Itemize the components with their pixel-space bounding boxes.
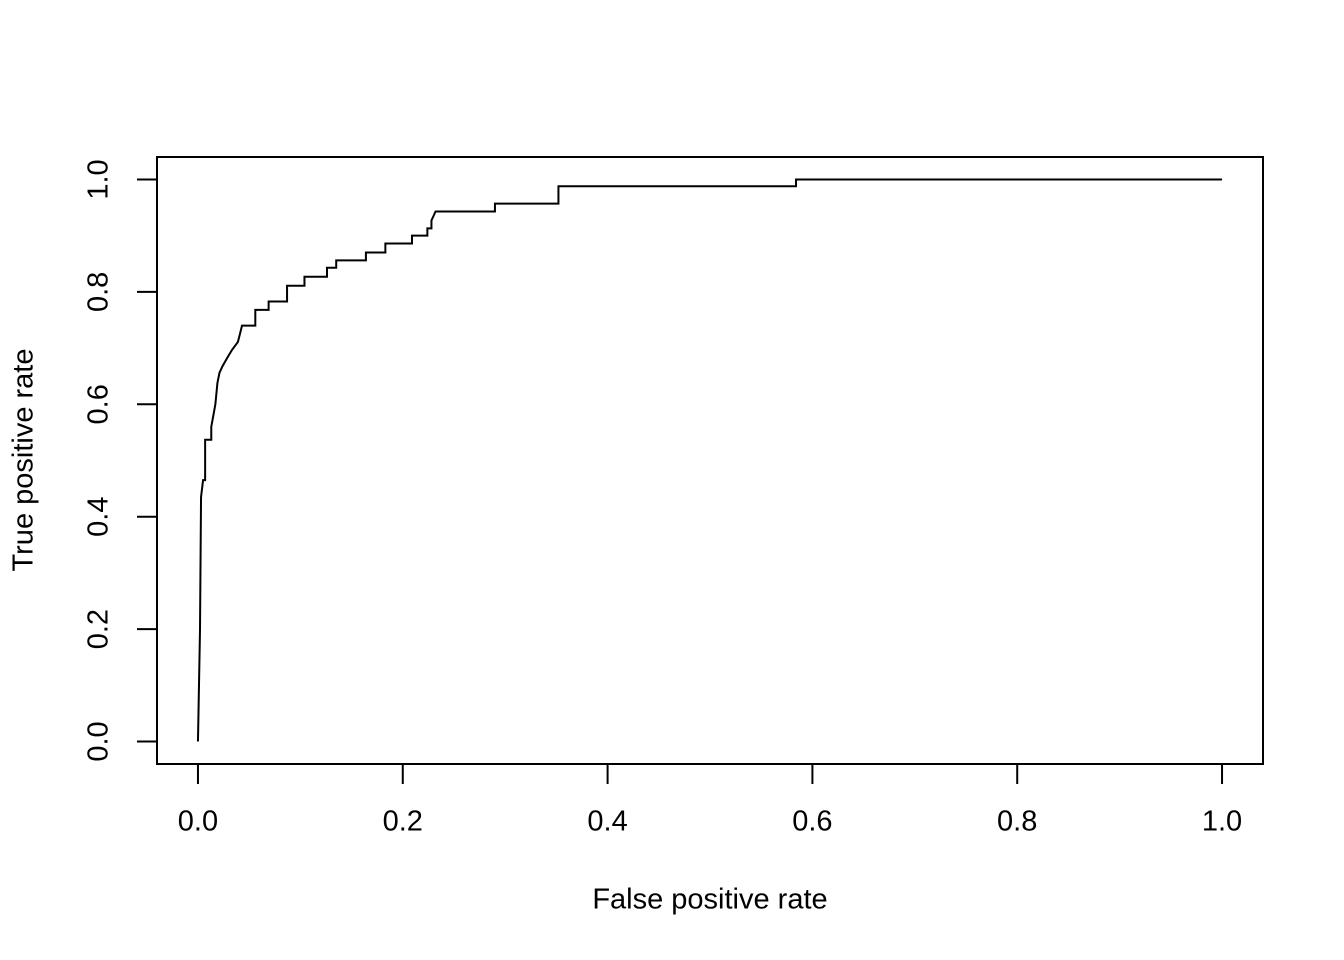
y-tick-label: 0.0 (83, 721, 115, 761)
y-tick-label: 0.6 (83, 384, 115, 424)
roc-line (196, 178, 1223, 742)
y-tick-label: 1.0 (83, 159, 115, 199)
y-tick-label: 0.8 (83, 272, 115, 312)
plot-box (156, 156, 1264, 765)
x-tick-label: 1.0 (1202, 806, 1242, 838)
y-tick-label: 0.4 (83, 497, 115, 537)
x-tick-label: 0.0 (178, 806, 218, 838)
x-tick-label: 0.6 (792, 806, 832, 838)
y-axis-label: True positive rate (8, 349, 40, 572)
y-tick-label: 0.2 (83, 609, 115, 649)
x-tick-label: 0.4 (587, 806, 627, 838)
x-axis-label: False positive rate (592, 884, 827, 916)
x-tick-label: 0.2 (383, 806, 423, 838)
x-tick-label: 0.8 (997, 806, 1037, 838)
